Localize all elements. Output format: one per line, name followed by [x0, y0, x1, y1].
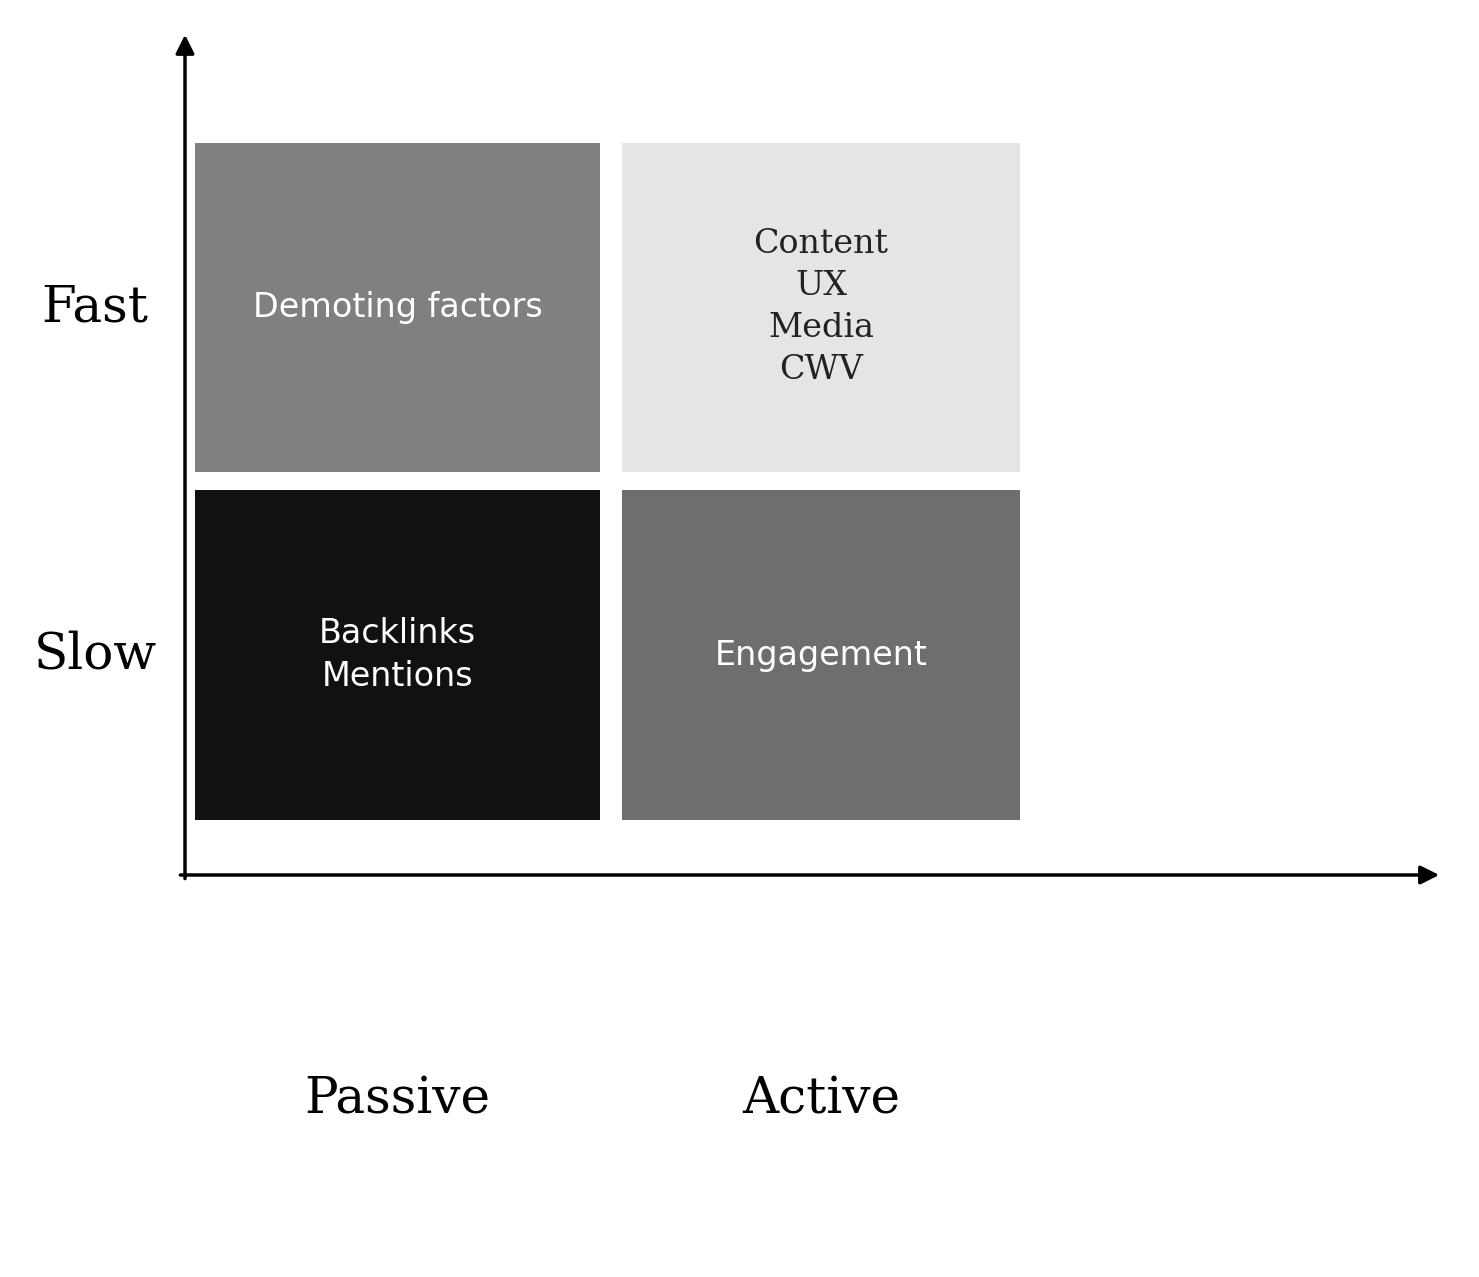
Text: Fast: Fast — [41, 282, 148, 332]
Text: Engagement: Engagement — [714, 638, 927, 672]
Text: Demoting factors: Demoting factors — [253, 291, 543, 324]
Text: Slow: Slow — [34, 631, 157, 679]
Text: Passive: Passive — [305, 1075, 491, 1125]
Text: Active: Active — [742, 1075, 901, 1125]
Text: Backlinks
Mentions: Backlinks Mentions — [319, 617, 476, 693]
Text: Content
UX
Media
CWV: Content UX Media CWV — [753, 229, 889, 387]
